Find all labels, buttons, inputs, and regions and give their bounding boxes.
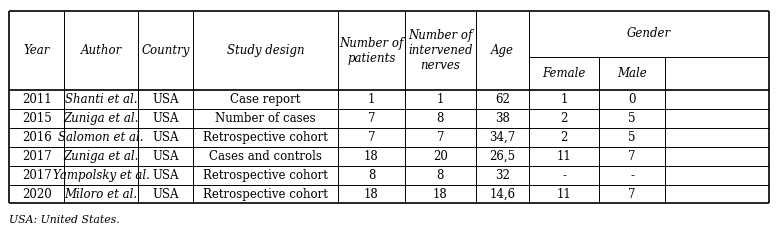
Text: 2020: 2020 — [22, 188, 51, 201]
Text: Country: Country — [142, 44, 190, 57]
Text: 7: 7 — [436, 131, 444, 144]
Text: 2017: 2017 — [22, 150, 51, 163]
Text: USA: USA — [152, 131, 179, 144]
Text: Case report: Case report — [230, 93, 301, 106]
Text: 18: 18 — [364, 188, 379, 201]
Text: Author: Author — [80, 44, 122, 57]
Text: 2: 2 — [560, 131, 568, 144]
Text: Retrospective cohort: Retrospective cohort — [203, 188, 328, 201]
Text: 1: 1 — [436, 93, 444, 106]
Text: 1: 1 — [368, 93, 375, 106]
Text: Zuniga et al.: Zuniga et al. — [64, 112, 138, 125]
Text: 38: 38 — [495, 112, 510, 125]
Text: 5: 5 — [629, 112, 636, 125]
Text: Yampolsky et al.: Yampolsky et al. — [53, 169, 149, 182]
Text: 2016: 2016 — [22, 131, 51, 144]
Text: USA: USA — [152, 169, 179, 182]
Text: 20: 20 — [433, 150, 448, 163]
Text: Number of cases: Number of cases — [216, 112, 316, 125]
Text: 7: 7 — [629, 188, 636, 201]
Text: -: - — [630, 169, 634, 182]
Text: 2: 2 — [560, 112, 568, 125]
Text: USA: USA — [152, 93, 179, 106]
Text: 18: 18 — [433, 188, 447, 201]
Text: 8: 8 — [436, 112, 444, 125]
Text: 1: 1 — [560, 93, 568, 106]
Text: Number of
intervened
nerves: Number of intervened nerves — [408, 29, 472, 72]
Text: USA: United States.: USA: United States. — [9, 215, 120, 225]
Text: 0: 0 — [629, 93, 636, 106]
Text: 7: 7 — [629, 150, 636, 163]
Text: Study design: Study design — [227, 44, 304, 57]
Text: Female: Female — [542, 67, 586, 80]
Text: USA: USA — [152, 188, 179, 201]
Text: Miloro et al.: Miloro et al. — [65, 188, 138, 201]
Text: -: - — [562, 169, 566, 182]
Text: Shanti et al.: Shanti et al. — [65, 93, 138, 106]
Text: USA: USA — [152, 112, 179, 125]
Text: Male: Male — [617, 67, 647, 80]
Text: Gender: Gender — [627, 27, 671, 40]
Text: Year: Year — [23, 44, 50, 57]
Text: USA: USA — [152, 150, 179, 163]
Text: 18: 18 — [364, 150, 379, 163]
Text: 2017: 2017 — [22, 169, 51, 182]
Text: 7: 7 — [368, 112, 375, 125]
Text: 62: 62 — [495, 93, 510, 106]
Text: Retrospective cohort: Retrospective cohort — [203, 131, 328, 144]
Text: 2011: 2011 — [22, 93, 51, 106]
Text: 5: 5 — [629, 131, 636, 144]
Text: Age: Age — [491, 44, 514, 57]
Text: 14,6: 14,6 — [489, 188, 516, 201]
Text: Zuniga et al.: Zuniga et al. — [64, 150, 138, 163]
Text: 11: 11 — [557, 188, 571, 201]
Text: Cases and controls: Cases and controls — [209, 150, 322, 163]
Text: 8: 8 — [436, 169, 444, 182]
Text: 32: 32 — [495, 169, 510, 182]
Text: 7: 7 — [368, 131, 375, 144]
Text: 8: 8 — [368, 169, 375, 182]
Text: Salomon et al.: Salomon et al. — [58, 131, 144, 144]
Text: 2015: 2015 — [22, 112, 51, 125]
Text: 34,7: 34,7 — [489, 131, 516, 144]
Text: Retrospective cohort: Retrospective cohort — [203, 169, 328, 182]
Text: 26,5: 26,5 — [489, 150, 516, 163]
Text: Number of
patients: Number of patients — [339, 37, 404, 64]
Text: 11: 11 — [557, 150, 571, 163]
